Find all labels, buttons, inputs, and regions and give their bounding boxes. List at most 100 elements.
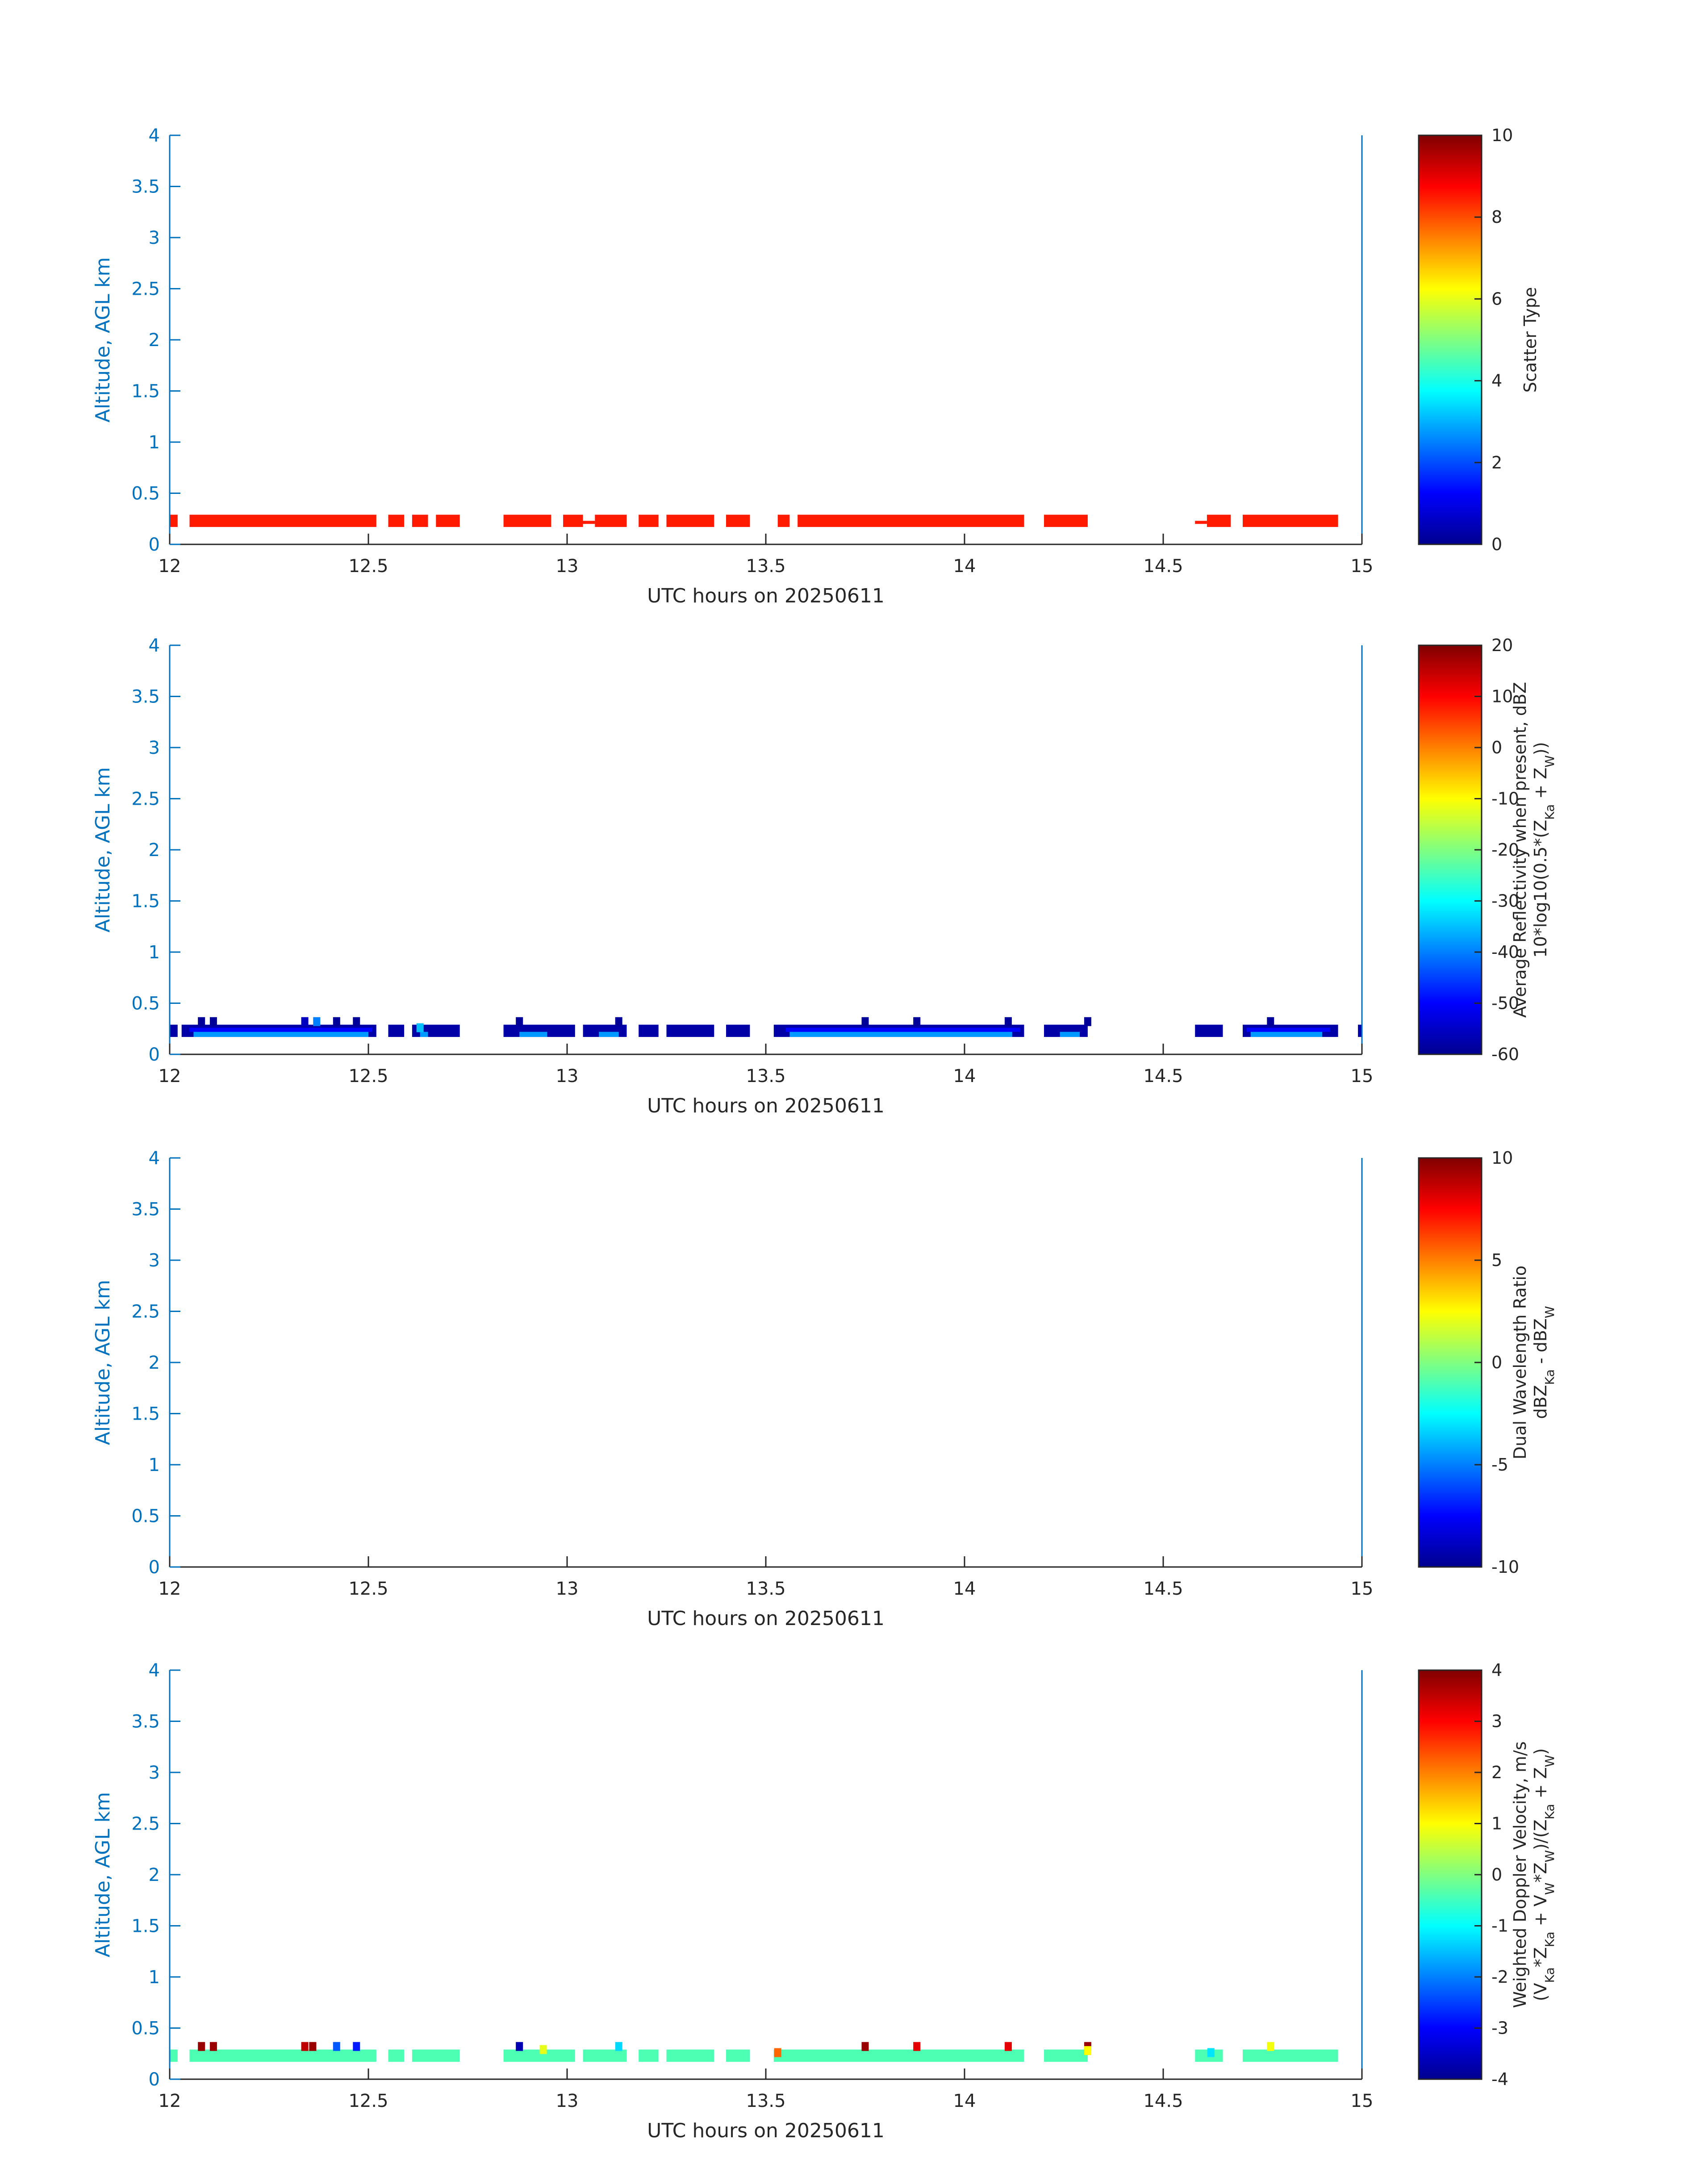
data-cell-layer1-seg12 — [1195, 1024, 1223, 1037]
colorbar-tick-label: 1 — [1491, 1814, 1502, 1834]
data-cell-layer1-seg3 — [388, 514, 405, 527]
x-tick-label: 12 — [159, 1066, 181, 1086]
y-tick-label: 3 — [149, 1250, 160, 1271]
y-axis-label: Altitude, AGL km — [92, 1792, 114, 1957]
y-tick-label: 1 — [149, 1455, 160, 1475]
data-spot-13 — [1267, 1017, 1274, 1026]
data-spot-12 — [1084, 1017, 1091, 1026]
colorbar-tick-label: 3 — [1491, 1712, 1502, 1731]
data-spot-13 — [1004, 2042, 1012, 2051]
x-tick-label: 14 — [953, 2091, 976, 2111]
colorbar-tick-label: -2 — [1491, 1967, 1508, 1987]
colorbar-tick-label: -5 — [1491, 1455, 1508, 1475]
data-spot-5 — [333, 2042, 340, 2051]
colorbar-tick-label: -1 — [1491, 1916, 1508, 1936]
colorbar-tick-label: 10 — [1491, 687, 1513, 706]
data-cell-layer1-seg7 — [639, 2049, 659, 2062]
y-tick-label: 0 — [149, 535, 160, 555]
x-axis-label: UTC hours on 20250611 — [647, 2119, 885, 2142]
x-tick-label: 12 — [159, 1579, 181, 1599]
data-cell-layer1-seg13 — [798, 514, 1024, 527]
x-tick-label: 13.5 — [746, 556, 785, 577]
data-cell-layer1-seg8 — [666, 1024, 714, 1037]
data-cell-layer1-seg14 — [1044, 514, 1088, 527]
data-spot-4 — [313, 1017, 321, 1026]
y-tick-label: 1.5 — [131, 891, 160, 912]
x-tick-label: 14 — [953, 1066, 976, 1086]
colorbar-tick-label: 0 — [1491, 738, 1502, 757]
data-cell-layer2-seg2 — [579, 521, 595, 524]
data-spot-10 — [774, 2048, 781, 2057]
data-cell-layer1-seg16 — [1243, 514, 1338, 527]
colorbar-tick-label: 8 — [1491, 207, 1502, 227]
data-spot-4 — [309, 2042, 317, 2051]
x-tick-label: 14.5 — [1143, 1066, 1183, 1086]
data-cell-layer1-seg14 — [1358, 1024, 1362, 1037]
colorbar-tick-label: 10 — [1491, 1148, 1513, 1168]
y-tick-label: 4 — [149, 635, 160, 656]
data-cell-layer2-seg5 — [789, 1032, 1012, 1037]
colorbar-gradient — [1418, 644, 1482, 1055]
colorbar-tick-label: 2 — [1491, 1763, 1502, 1782]
data-spot-12 — [913, 2042, 921, 2051]
colorbar-tick-label: 4 — [1491, 1660, 1502, 1680]
y-tick-label: 2 — [149, 330, 160, 351]
x-tick-label: 12 — [159, 2091, 181, 2111]
colorbar-tick-label: 20 — [1491, 635, 1513, 655]
data-cell-layer3-seg2 — [785, 1028, 1020, 1032]
data-spot-9 — [861, 1017, 869, 1026]
data-cell-layer2-seg1 — [412, 521, 420, 524]
y-axis-label: Altitude, AGL km — [92, 257, 114, 422]
x-tick-label: 14.5 — [1143, 2091, 1183, 2111]
data-spot-7 — [516, 1017, 523, 1026]
y-tick-label: 0.5 — [131, 2018, 160, 2039]
data-cell-layer1-seg3 — [388, 2049, 405, 2062]
colorbar-tick-label: -30 — [1491, 891, 1519, 911]
panel-4: 12 12.5 13 13.5 14 14.5 1500.511.522.533.54UTC… — [92, 1660, 1557, 2142]
colorbar-label: 10*log10(0.5*(ZKa + ZW)) — [1531, 742, 1557, 957]
colorbar-tick-label: 6 — [1491, 289, 1502, 309]
colorbar-tick-label: 0 — [1491, 1353, 1502, 1372]
data-cell-layer2-seg4 — [599, 1032, 619, 1037]
data-cell-layer1-seg2 — [189, 514, 376, 527]
x-tick-label: 12.5 — [348, 2091, 388, 2111]
colorbar-tick-label: -20 — [1491, 840, 1519, 860]
data-cell-layer3-seg3 — [1246, 1028, 1330, 1032]
data-cell-layer1-seg6 — [503, 514, 551, 527]
y-tick-label: 0.5 — [131, 1506, 160, 1527]
y-tick-label: 2.5 — [131, 279, 160, 300]
data-cell-layer1-seg5 — [436, 514, 460, 527]
data-spot-15 — [1084, 2046, 1091, 2055]
y-tick-label: 2 — [149, 1865, 160, 1885]
data-spot-10 — [913, 1017, 921, 1026]
y-tick-label: 3.5 — [131, 687, 160, 707]
colorbar-tick-label: -4 — [1491, 2069, 1508, 2089]
data-spot-9 — [615, 2042, 622, 2051]
x-axis-label: UTC hours on 20250611 — [647, 1095, 885, 1117]
y-tick-label: 4 — [149, 1148, 160, 1169]
data-spot-14 — [416, 1023, 424, 1032]
y-axis-label: Altitude, AGL km — [92, 1280, 114, 1445]
y-tick-label: 3.5 — [131, 177, 160, 197]
colorbar-gradient — [1418, 1157, 1482, 1568]
colorbar-label: Dual Wavelength Ratio — [1510, 1266, 1530, 1459]
x-tick-label: 12.5 — [348, 1579, 388, 1599]
colorbar-label: Average Reflectivity when present, dBZ — [1510, 682, 1530, 1018]
colorbar-tick-label: 0 — [1491, 535, 1502, 554]
x-tick-label: 13 — [556, 1579, 579, 1599]
data-cell-layer2-seg7 — [1250, 1032, 1322, 1037]
data-cell-layer1-seg10 — [773, 2049, 1024, 2062]
data-spot-16 — [1267, 2042, 1274, 2051]
data-cell-layer1-seg11 — [1044, 2049, 1088, 2062]
x-tick-label: 13 — [556, 1066, 579, 1086]
y-tick-label: 0 — [149, 1045, 160, 1065]
data-spot-7 — [516, 2042, 523, 2051]
data-cell-layer1-seg2 — [189, 2049, 376, 2062]
data-spot-2 — [209, 2042, 217, 2051]
colorbar-label: Scatter Type — [1520, 287, 1540, 393]
x-tick-label: 14 — [953, 556, 976, 577]
y-tick-label: 2.5 — [131, 1814, 160, 1834]
x-tick-label: 15 — [1351, 1579, 1374, 1599]
data-cell-layer1-seg11 — [726, 514, 750, 527]
